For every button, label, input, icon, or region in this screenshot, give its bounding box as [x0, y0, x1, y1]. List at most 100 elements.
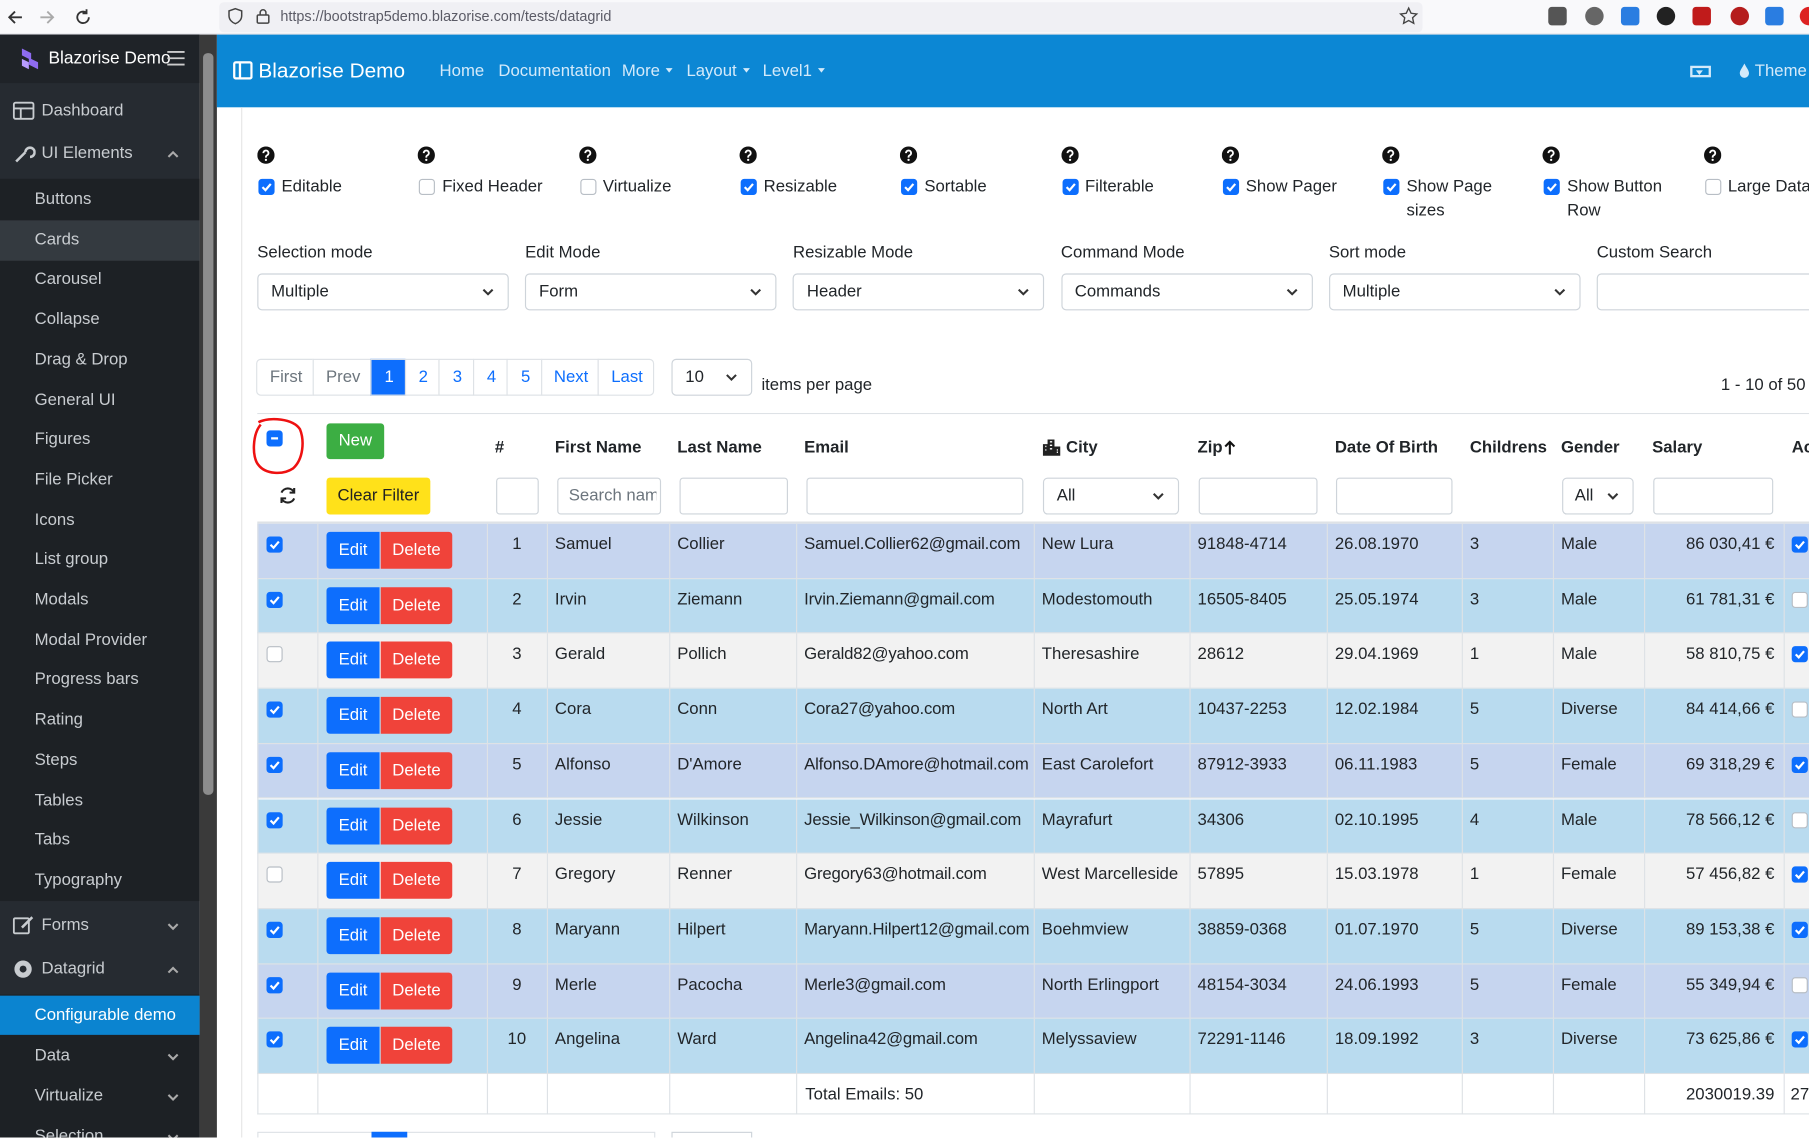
option-checkbox[interactable] [1383, 178, 1400, 195]
option-label[interactable]: Filterable [1085, 177, 1154, 196]
delete-button-label[interactable]: Delete [392, 596, 441, 615]
nav-sub-item[interactable]: Data [34, 1046, 70, 1065]
edit-button[interactable] [326, 641, 380, 679]
option-label[interactable]: Show Page sizes [1406, 177, 1493, 220]
nav-sub-item[interactable]: Icons [34, 510, 75, 530]
edit-button-label[interactable]: Edit [338, 651, 368, 670]
theme-link[interactable]: Theme [1754, 62, 1807, 81]
clear-filter-label[interactable]: Clear Filter [337, 486, 420, 506]
option-checkbox[interactable] [1222, 178, 1239, 195]
edit-button[interactable] [326, 531, 380, 569]
extension-icon[interactable] [1765, 6, 1784, 26]
active-checkbox[interactable] [1791, 591, 1808, 608]
grid-row[interactable] [257, 1019, 1809, 1075]
hamburger[interactable] [166, 50, 186, 67]
row-select-checkbox[interactable] [266, 866, 283, 883]
row-select-checkbox[interactable] [266, 536, 283, 553]
nav-sub-item[interactable]: Cards [34, 230, 80, 249]
nav-sub-item[interactable]: Carousel [34, 270, 102, 289]
edit-button[interactable] [326, 917, 380, 954]
nav-link[interactable]: Level1 [763, 60, 825, 83]
edit-button-label[interactable]: Edit [338, 596, 368, 615]
help-icon[interactable] [739, 146, 757, 164]
edit-button[interactable] [326, 696, 380, 734]
nav-item[interactable]: UI Elements [41, 144, 133, 163]
active-checkbox[interactable] [1791, 646, 1808, 663]
help-icon[interactable] [1060, 146, 1079, 164]
help-icon[interactable] [257, 146, 275, 164]
edit-button-label[interactable]: Edit [338, 1036, 368, 1055]
option-checkbox[interactable] [901, 178, 918, 195]
nav-sub-item[interactable]: Steps [34, 750, 78, 770]
edit-button-label[interactable]: Edit [338, 926, 368, 945]
delete-button-label[interactable]: Delete [392, 926, 441, 945]
edit-button[interactable] [326, 972, 380, 1010]
filter-input[interactable] [1335, 477, 1453, 515]
select[interactable] [793, 273, 1045, 311]
page-button[interactable] [506, 358, 543, 396]
active-checkbox[interactable] [1791, 866, 1808, 883]
delete-button-label[interactable]: Delete [392, 541, 441, 560]
help-icon[interactable] [417, 146, 436, 164]
nav-link[interactable]: Home [439, 62, 485, 81]
delete-button[interactable] [380, 862, 453, 899]
delete-button-label[interactable]: Delete [392, 1036, 441, 1055]
active-checkbox[interactable] [1791, 536, 1808, 553]
grid-row[interactable] [257, 853, 1809, 909]
edit-button[interactable] [326, 862, 380, 899]
new-button[interactable] [326, 423, 385, 460]
help-icon[interactable] [1382, 146, 1400, 164]
delete-button[interactable] [380, 1027, 453, 1065]
nav-sub-item[interactable]: Drag & Drop [34, 350, 128, 369]
column-header[interactable]: Last Name [677, 438, 762, 457]
column-header[interactable]: City [1066, 438, 1098, 457]
option-label[interactable]: Editable [281, 177, 342, 196]
column-header[interactable]: Date Of Birth [1334, 438, 1438, 457]
edit-button-label[interactable]: Edit [338, 816, 368, 835]
extension-icon[interactable] [1656, 6, 1676, 26]
nav-sub-item[interactable]: Modal Provider [34, 630, 148, 650]
row-select-checkbox[interactable] [266, 921, 283, 938]
nav-link[interactable]: Layout [686, 60, 749, 83]
delete-button-label[interactable]: Delete [392, 981, 441, 1000]
back-button[interactable] [5, 7, 26, 28]
help-icon[interactable] [900, 146, 918, 164]
scrollbar-thumb[interactable] [203, 53, 214, 795]
filter-input[interactable] [679, 477, 788, 515]
column-header[interactable]: Active [1791, 438, 1809, 457]
edit-button-label[interactable]: Edit [338, 706, 368, 725]
nav-item[interactable]: Dashboard [41, 101, 124, 120]
edit-button-label[interactable]: Edit [338, 871, 368, 890]
delete-button[interactable] [380, 696, 453, 734]
column-header[interactable]: Zip [1197, 438, 1223, 457]
new-button-label[interactable]: New [338, 431, 373, 450]
option-checkbox[interactable] [579, 178, 596, 195]
edit-button-label[interactable]: Edit [338, 541, 368, 560]
option-label[interactable]: Virtualize [602, 177, 672, 196]
delete-button-label[interactable]: Delete [392, 871, 441, 890]
nav-sub-item[interactable]: List group [34, 550, 109, 570]
edit-button-label[interactable]: Edit [338, 761, 368, 780]
filter-input[interactable] [557, 477, 662, 515]
page-button[interactable] [541, 358, 599, 396]
grid-row[interactable] [257, 633, 1809, 689]
active-checkbox[interactable] [1791, 921, 1808, 938]
delete-button[interactable] [380, 972, 453, 1010]
column-header[interactable]: # [494, 438, 505, 457]
select[interactable] [525, 273, 777, 311]
extension-icon[interactable] [1585, 6, 1604, 26]
edit-button[interactable] [326, 807, 380, 844]
nav-sub-item[interactable]: Configurable demo [34, 1006, 176, 1025]
help-icon[interactable] [578, 146, 596, 164]
reload-button[interactable] [73, 7, 94, 28]
filter-input[interactable] [806, 477, 1024, 515]
row-select-checkbox[interactable] [266, 591, 283, 608]
row-select-checkbox[interactable] [266, 811, 283, 828]
refresh-icon[interactable] [278, 486, 298, 506]
bookmark-star[interactable] [1398, 6, 1419, 27]
extension-icon[interactable] [1620, 6, 1640, 26]
select[interactable] [1328, 273, 1581, 311]
nav-sub-item[interactable]: Modals [34, 590, 89, 610]
option-label[interactable]: Show Pager [1245, 177, 1337, 196]
option-label[interactable]: Large Data [1727, 177, 1809, 196]
